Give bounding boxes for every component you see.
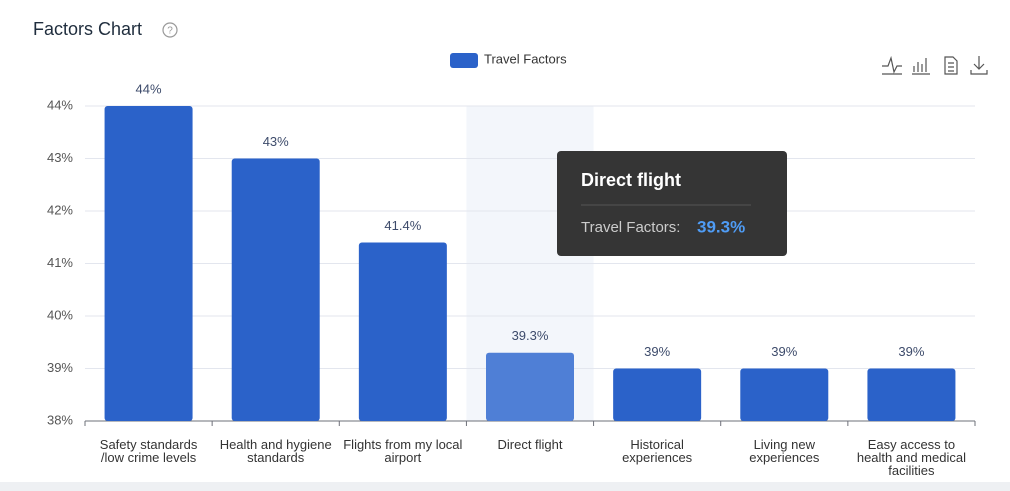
bar [867, 368, 956, 421]
bar [613, 368, 702, 421]
bar [104, 106, 193, 421]
help-icon[interactable]: ? [162, 22, 178, 38]
tooltip-series: Travel Factors: [581, 219, 680, 236]
bar [231, 158, 320, 421]
y-tick-label: 40% [47, 307, 73, 322]
toolbar [882, 55, 988, 75]
value-label: 39.3% [512, 328, 549, 343]
bar [358, 242, 447, 421]
x-tick-label: Health and hygiene standards [219, 437, 332, 465]
value-label: 39% [771, 344, 797, 359]
line-icon[interactable] [882, 55, 902, 75]
data-icon[interactable] [944, 56, 958, 75]
value-label: 41.4% [384, 218, 421, 233]
value-label: 39% [644, 344, 670, 359]
bar-icon[interactable] [912, 58, 930, 75]
value-label: 43% [263, 134, 289, 149]
x-tick-label: Direct flight [497, 437, 563, 452]
value-label: 39% [898, 344, 924, 359]
tooltip-value: 39.3% [697, 217, 745, 236]
legend-label: Travel Factors [484, 51, 567, 66]
chart-title: Factors Chart [33, 19, 142, 39]
x-tick-label: Living new experiences [749, 437, 820, 465]
x-tick-label: Safety standards /low crime levels [99, 437, 198, 465]
legend-swatch [450, 53, 478, 68]
value-label: 44% [136, 81, 162, 96]
download-icon[interactable] [970, 56, 988, 75]
x-tick-label: Flights from my local airport [343, 437, 463, 465]
y-tick-label: 44% [47, 97, 73, 112]
x-tick-label: Historical experiences [622, 437, 693, 465]
svg-text:?: ? [167, 26, 173, 37]
tooltip: Direct flight Travel Factors: 39.3% [557, 151, 787, 256]
y-tick-label: 43% [47, 150, 73, 165]
y-tick-label: 39% [47, 360, 73, 375]
bar [740, 368, 829, 421]
bar [486, 352, 574, 421]
tooltip-box [557, 151, 787, 256]
y-tick-label: 42% [47, 202, 73, 217]
y-tick-label: 38% [47, 412, 73, 427]
bottom-strip [0, 482, 1010, 491]
x-tick-label: Easy access to health and medical facili… [856, 437, 966, 478]
y-tick-label: 41% [47, 255, 73, 270]
tooltip-title: Direct flight [581, 170, 681, 190]
